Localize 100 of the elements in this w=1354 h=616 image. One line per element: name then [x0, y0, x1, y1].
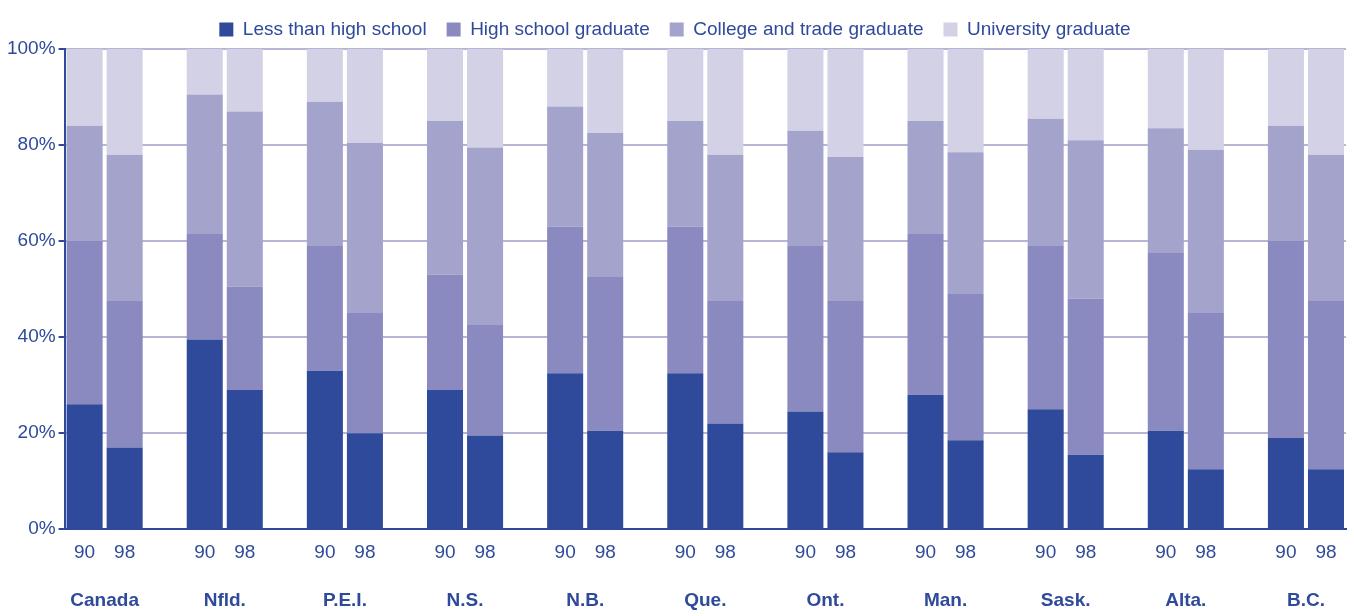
legend-label: College and trade graduate	[693, 17, 924, 39]
legend-label: Less than high school	[242, 17, 427, 39]
x-tick-label: 90	[314, 540, 336, 562]
x-tick-label: 90	[674, 540, 696, 562]
bar	[1067, 298, 1104, 455]
x-tick-label: 98	[1315, 540, 1337, 562]
bar	[1187, 49, 1224, 150]
bar	[1307, 154, 1344, 302]
bar	[66, 241, 103, 405]
bar	[1147, 253, 1184, 431]
bar	[346, 142, 383, 314]
x-tick-label: 98	[114, 540, 136, 562]
text: P.E.I.	[322, 589, 367, 611]
bar	[226, 111, 263, 287]
bar	[1187, 313, 1224, 470]
x-tick-label: 98	[354, 540, 376, 562]
bar	[947, 152, 984, 294]
bar	[787, 49, 824, 131]
y-tick-label: 40%	[17, 325, 56, 347]
x-tick-label: 90	[74, 540, 96, 562]
x-tick-label: 90	[1155, 540, 1177, 562]
bar	[1187, 149, 1224, 314]
x-tick-label: 98	[834, 540, 857, 562]
bar	[467, 325, 504, 436]
bar	[907, 233, 944, 395]
bar	[106, 49, 143, 155]
bar	[587, 277, 624, 431]
y-tick-label: 80%	[17, 133, 56, 155]
legend-label: University graduate	[966, 17, 1131, 39]
bar	[827, 49, 864, 158]
text: Que.	[684, 589, 727, 611]
bar	[947, 49, 984, 153]
bar	[1067, 140, 1104, 299]
x-tick-label: 98	[474, 540, 496, 562]
bar	[547, 226, 584, 374]
text: Canada	[70, 589, 140, 611]
bar	[1307, 49, 1344, 155]
bar	[547, 49, 584, 107]
bar	[426, 274, 464, 390]
x-tick-label: 98	[714, 540, 736, 562]
bar	[907, 121, 944, 234]
bar	[106, 154, 143, 302]
bar	[787, 130, 824, 246]
bar	[1067, 49, 1104, 141]
bar	[66, 49, 103, 126]
bar	[707, 301, 744, 424]
text: Sask.	[1040, 589, 1091, 611]
bar	[1027, 245, 1064, 410]
x-tick-label: 90	[1035, 540, 1057, 562]
text: B.C.	[1286, 589, 1325, 611]
x-tick-label: 90	[194, 540, 216, 562]
bar	[66, 125, 103, 242]
bar	[667, 121, 704, 227]
bar	[1147, 128, 1184, 254]
text: N.S.	[446, 589, 484, 611]
bar	[667, 49, 704, 122]
legend-label: High school graduate	[470, 17, 650, 39]
bar	[426, 49, 464, 122]
x-tick-label: 90	[1275, 540, 1297, 562]
bar	[226, 49, 263, 112]
text: Man.	[923, 589, 968, 611]
bar	[226, 286, 263, 390]
bar	[1027, 118, 1064, 246]
bar	[106, 301, 143, 448]
bar	[947, 293, 984, 441]
bar	[707, 154, 744, 302]
bar	[467, 147, 504, 326]
y-tick-label: 20%	[17, 421, 56, 443]
bar	[426, 121, 464, 275]
bar	[306, 49, 343, 102]
bar	[346, 49, 383, 143]
bar	[587, 49, 624, 134]
y-tick-label: 60%	[17, 229, 56, 251]
bar	[1267, 241, 1304, 438]
x-tick-label: 98	[1195, 540, 1217, 562]
x-tick-label: 90	[434, 540, 456, 562]
bar	[1267, 49, 1304, 126]
text: Ont.	[806, 589, 845, 611]
text: Nfld.	[203, 589, 246, 611]
bar	[346, 313, 383, 434]
x-tick-label: 90	[794, 540, 816, 562]
bar	[827, 301, 864, 453]
bar	[186, 94, 223, 234]
bar	[1307, 301, 1344, 470]
bar	[707, 49, 744, 155]
x-tick-label: 98	[234, 540, 256, 562]
bar	[467, 49, 504, 148]
x-tick-label: 90	[554, 540, 576, 562]
bar	[787, 245, 824, 412]
bar	[186, 49, 223, 95]
text: N.B.	[566, 589, 605, 611]
bar	[1147, 49, 1184, 129]
bar	[306, 101, 343, 246]
text: Alta.	[1165, 589, 1207, 611]
bar	[667, 226, 704, 374]
bar	[186, 233, 223, 340]
bar	[1267, 125, 1304, 242]
x-tick-label: 98	[594, 540, 616, 562]
bar	[547, 106, 584, 227]
x-tick-label: 90	[914, 540, 937, 562]
